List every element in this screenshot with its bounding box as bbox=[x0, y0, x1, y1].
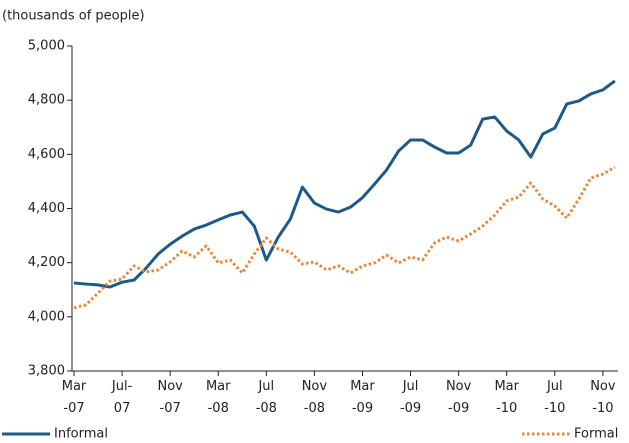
x-tick-label: Mar -07 bbox=[62, 379, 87, 416]
y-tick-label: 4,400 bbox=[28, 201, 65, 216]
x-tick-label: Mar -09 bbox=[350, 379, 375, 416]
x-tick-label: Nov -08 bbox=[302, 379, 328, 416]
y-tick-label: 4,600 bbox=[28, 147, 65, 162]
series-line bbox=[73, 79, 616, 289]
y-tick-label: 4,800 bbox=[28, 93, 65, 108]
y-tick-label: 5,000 bbox=[28, 39, 65, 54]
series-line bbox=[73, 165, 616, 310]
x-tick-label: Nov -09 bbox=[446, 379, 472, 416]
y-tick-label: 4,200 bbox=[28, 255, 65, 270]
x-tick-label: Nov -07 bbox=[157, 379, 183, 416]
x-tick-label: Mar -10 bbox=[494, 379, 519, 416]
y-axis-label: (thousands of people) bbox=[2, 9, 145, 24]
legend-label: Formal bbox=[574, 427, 618, 442]
y-tick-label: 4,000 bbox=[28, 309, 65, 324]
x-tick-label: Jul-07 bbox=[111, 379, 133, 416]
x-tick-label: Jul -09 bbox=[400, 379, 421, 416]
x-tick-label: Nov -10 bbox=[590, 379, 616, 416]
legend-label: Informal bbox=[54, 427, 108, 442]
x-tick-label: Jul -10 bbox=[544, 379, 565, 416]
y-tick-label: 3,800 bbox=[28, 364, 65, 379]
x-tick-label: Jul -08 bbox=[256, 379, 277, 416]
x-tick-label: Mar -08 bbox=[206, 379, 231, 416]
